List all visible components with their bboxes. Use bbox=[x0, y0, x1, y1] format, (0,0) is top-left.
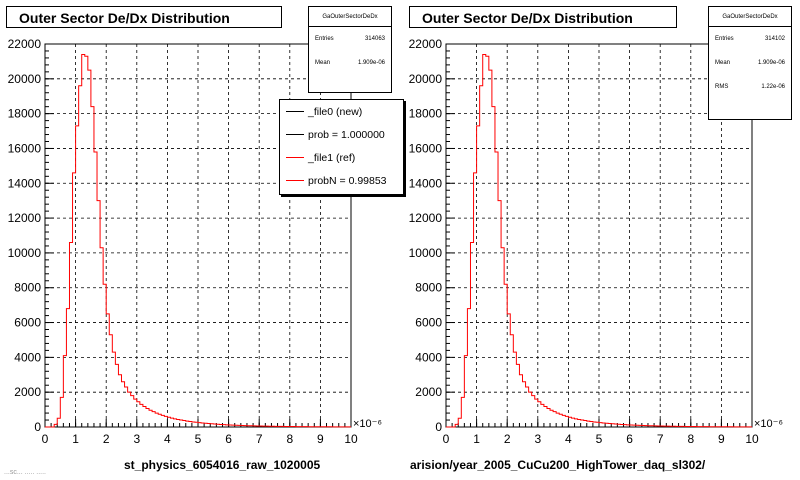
left-stats-name: GaOuterSectorDeDx bbox=[309, 7, 391, 27]
x-tick-label: 6 bbox=[626, 432, 633, 446]
legend-line-red bbox=[286, 180, 304, 181]
left-plot-title: Outer Sector De/Dx Distribution bbox=[6, 6, 282, 28]
x-tick-label: 3 bbox=[534, 432, 541, 446]
right-stats-row-rms: RMS 1.22e-06 bbox=[709, 75, 791, 99]
x-tick-label: 5 bbox=[195, 432, 202, 446]
y-tick-label: 0 bbox=[435, 420, 442, 434]
y-tick-label: 12000 bbox=[8, 211, 42, 225]
stats-value: 314063 bbox=[364, 36, 385, 42]
y-tick-label: 18000 bbox=[8, 107, 42, 121]
x-tick-label: 7 bbox=[256, 432, 263, 446]
right-stats-row-mean: Mean 1.909e-06 bbox=[709, 51, 791, 75]
legend-entry-probn: probN = 0.99853 bbox=[280, 169, 403, 192]
stats-value: 1.22e-06 bbox=[761, 84, 785, 90]
x-tick-label: 10 bbox=[344, 432, 358, 446]
right-stats-name: GaOuterSectorDeDx bbox=[709, 7, 791, 27]
legend-label: prob = 1.000000 bbox=[308, 128, 385, 141]
right-stats-row-entries: Entries 314102 bbox=[709, 27, 791, 51]
y-tick-label: 12000 bbox=[409, 211, 443, 225]
x-tick-label: 9 bbox=[718, 432, 725, 446]
left-stats-row-mean: Mean 1.909e-06 bbox=[309, 51, 391, 75]
stats-value: 314102 bbox=[764, 36, 785, 42]
y-tick-label: 14000 bbox=[8, 176, 42, 190]
legend: _file0 (new) prob = 1.000000 _file1 (ref… bbox=[279, 99, 404, 195]
histogram-series bbox=[446, 53, 752, 428]
x-tick-label: 1 bbox=[473, 432, 480, 446]
left-pad: 0 1 2 3 4 5 6 7 8 9 10 0 2000 4000 6000 8000 10000 12000 1… bbox=[4, 6, 404, 476]
x-tick-label: 4 bbox=[164, 432, 171, 446]
right-plot-title: Outer Sector De/Dx Distribution bbox=[409, 6, 677, 28]
y-tick-label: 16000 bbox=[409, 141, 443, 155]
legend-label: _file0 (new) bbox=[308, 105, 363, 118]
right-stats-box: GaOuterSectorDeDx Entries 314102 Mean 1.… bbox=[708, 6, 792, 120]
y-tick-label: 20000 bbox=[409, 72, 443, 86]
y-tick-label: 4000 bbox=[14, 350, 41, 364]
x-tick-label: 0 bbox=[443, 432, 450, 446]
right-pad: 0 1 2 3 4 5 6 7 8 9 10 0 2000 4000 6000 8000 10000 12000 1… bbox=[400, 0, 800, 480]
y-tick-label: 2000 bbox=[14, 385, 41, 399]
y-tick-label: 20000 bbox=[8, 72, 42, 86]
y-tick-label: 4000 bbox=[415, 350, 442, 364]
left-stats-box: GaOuterSectorDeDx Entries 314063 Mean 1.… bbox=[308, 6, 392, 93]
y-tick-label: 8000 bbox=[14, 281, 41, 295]
x-tick-label: 6 bbox=[225, 432, 232, 446]
legend-label: probN = 0.99853 bbox=[308, 174, 387, 187]
legend-entry-prob: prob = 1.000000 bbox=[280, 123, 403, 146]
y-tick-label: 10000 bbox=[409, 246, 443, 260]
x-exponent-label: ×10⁻⁶ bbox=[754, 418, 783, 430]
right-x-axis-title: arision/year_2005_CuCu200_HighTower_daq_… bbox=[410, 458, 706, 472]
x-tick-label: 4 bbox=[565, 432, 572, 446]
stats-label: RMS bbox=[715, 84, 729, 90]
stats-value: 1.909e-06 bbox=[757, 60, 785, 66]
stats-label: Mean bbox=[315, 60, 331, 66]
x-tick-label: 2 bbox=[103, 432, 110, 446]
y-tick-label: 16000 bbox=[8, 141, 42, 155]
x-tick-label: 10 bbox=[745, 432, 759, 446]
left-stats-row-entries: Entries 314063 bbox=[309, 27, 391, 51]
legend-line-black bbox=[286, 111, 304, 112]
x-tick-label: 8 bbox=[687, 432, 694, 446]
y-tick-label: 10000 bbox=[8, 246, 42, 260]
right-histogram: 0 1 2 3 4 5 6 7 8 9 10 0 2000 4000 6000 8000 10000 12000 1… bbox=[409, 37, 783, 446]
y-tick-label: 14000 bbox=[409, 176, 443, 190]
y-tick-label: 22000 bbox=[8, 37, 42, 51]
left-x-axis-title: st_physics_6054016_raw_1020005 bbox=[124, 458, 321, 472]
stats-value: 1.909e-06 bbox=[357, 60, 385, 66]
left-footer-text: ...sc... ..... ..... bbox=[4, 469, 47, 476]
x-tick-label: 9 bbox=[317, 432, 324, 446]
x-tick-label: 0 bbox=[42, 432, 49, 446]
y-tick-label: 6000 bbox=[14, 316, 41, 330]
legend-label: _file1 (ref) bbox=[308, 151, 356, 164]
x-tick-label: 7 bbox=[657, 432, 664, 446]
y-tick-label: 6000 bbox=[415, 316, 442, 330]
x-tick-label: 5 bbox=[596, 432, 603, 446]
legend-line-black bbox=[286, 134, 304, 135]
x-tick-label: 2 bbox=[504, 432, 511, 446]
x-tick-label: 3 bbox=[133, 432, 140, 446]
y-tick-label: 2000 bbox=[415, 385, 442, 399]
stats-label: Mean bbox=[715, 60, 731, 66]
legend-entry-file1: _file1 (ref) bbox=[280, 146, 403, 169]
stats-label: Entries bbox=[715, 36, 734, 42]
x-exponent-label: ×10⁻⁶ bbox=[353, 418, 382, 430]
histogram-series bbox=[45, 53, 351, 428]
legend-entry-file0: _file0 (new) bbox=[280, 100, 403, 123]
y-tick-label: 22000 bbox=[409, 37, 443, 51]
y-tick-label: 18000 bbox=[409, 107, 443, 121]
legend-line-red bbox=[286, 157, 304, 158]
y-tick-label: 0 bbox=[34, 420, 41, 434]
stats-label: Entries bbox=[315, 36, 334, 42]
x-tick-label: 1 bbox=[72, 432, 79, 446]
x-tick-label: 8 bbox=[286, 432, 293, 446]
y-tick-label: 8000 bbox=[415, 281, 442, 295]
